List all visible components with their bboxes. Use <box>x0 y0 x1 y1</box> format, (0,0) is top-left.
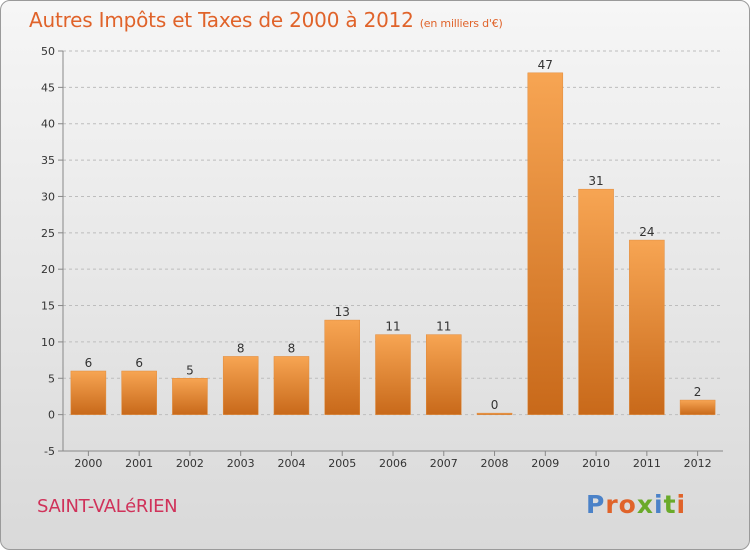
bars <box>70 72 716 415</box>
x-tick-label: 2012 <box>684 457 712 470</box>
bar <box>273 356 310 415</box>
data-label: 6 <box>135 356 143 370</box>
x-tick-label: 2005 <box>328 457 356 470</box>
data-label: 13 <box>335 305 350 319</box>
bar <box>629 239 665 415</box>
bar <box>527 72 564 415</box>
y-tick-label: 15 <box>41 300 55 313</box>
y-tick-label: 45 <box>41 81 55 94</box>
y-tick-label: 35 <box>41 154 55 167</box>
data-labels: 6 6 5 8 8 13 11 11 0 47 31 24 2 <box>85 58 702 412</box>
bar <box>222 356 259 415</box>
data-label: 24 <box>639 225 654 239</box>
x-tick-label: 2001 <box>125 457 153 470</box>
data-label: 8 <box>237 341 245 355</box>
data-label: 11 <box>436 320 451 334</box>
y-tick-label: 50 <box>41 45 55 58</box>
x-tick-label: 2003 <box>227 457 255 470</box>
bar <box>70 370 107 415</box>
y-tick-label: 10 <box>41 336 55 349</box>
y-tick-label: 0 <box>48 409 55 422</box>
bar <box>679 399 716 415</box>
logo-letter: i <box>676 490 687 519</box>
y-tick-label: 20 <box>41 263 55 276</box>
bar <box>121 370 157 415</box>
logo-letter: t <box>663 490 677 519</box>
data-label: 5 <box>186 363 194 377</box>
x-tick-label: 2011 <box>633 457 661 470</box>
y-tick-label: 25 <box>41 227 55 240</box>
bar <box>476 412 513 415</box>
x-tick-label: 2010 <box>582 457 610 470</box>
x-tick-label: 2007 <box>430 457 458 470</box>
data-label: 2 <box>694 385 702 399</box>
bar <box>578 188 614 415</box>
logo-letter: o <box>618 490 637 519</box>
logo-letter: r <box>605 490 619 519</box>
logo-letter: P <box>586 490 606 519</box>
data-label: 47 <box>538 58 553 72</box>
chart-subtitle: (en milliers d'€) <box>419 17 503 30</box>
logo-letter: x <box>636 490 654 519</box>
data-label: 11 <box>385 320 400 334</box>
data-label: 0 <box>491 398 499 412</box>
y-tick-label: 30 <box>41 190 55 203</box>
y-tick-label: -5 <box>44 445 55 458</box>
x-tick-label: 2004 <box>277 457 305 470</box>
y-tick-label: 5 <box>48 372 55 385</box>
proxiti-logo[interactable]: Proxiti <box>586 490 686 519</box>
x-tick-label: 2008 <box>481 457 509 470</box>
bar <box>426 334 462 415</box>
x-tick-label: 2002 <box>176 457 204 470</box>
x-tick-label: 2006 <box>379 457 407 470</box>
chart-title-row: Autres Impôts et Taxes de 2000 à 2012 (en… <box>29 8 503 32</box>
x-tick-label: 2000 <box>74 457 102 470</box>
x-tick-label: 2009 <box>531 457 559 470</box>
bar <box>324 319 360 415</box>
y-tick-label: 40 <box>41 118 55 131</box>
data-label: 8 <box>288 341 296 355</box>
bar <box>172 378 208 415</box>
data-label: 31 <box>588 174 603 188</box>
place-name: SAINT-VALéRIEN <box>37 496 178 517</box>
bar <box>375 334 411 415</box>
logo-letter: i <box>654 490 664 519</box>
chart-title: Autres Impôts et Taxes de 2000 à 2012 <box>29 8 414 32</box>
data-label: 6 <box>85 356 93 370</box>
